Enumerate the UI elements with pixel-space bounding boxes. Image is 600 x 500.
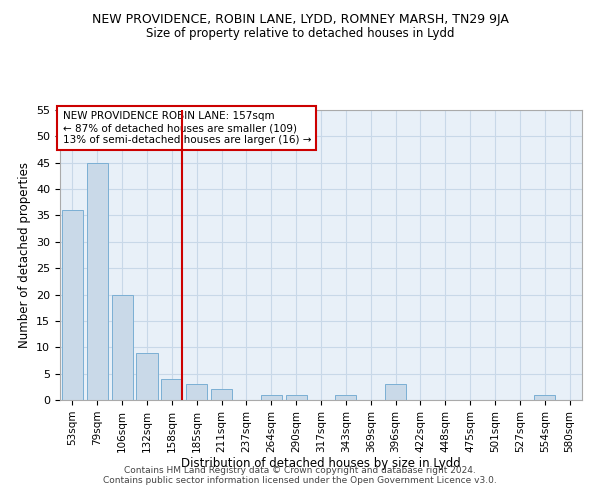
- Bar: [186, 384, 207, 400]
- X-axis label: Distribution of detached houses by size in Lydd: Distribution of detached houses by size …: [181, 458, 461, 470]
- Bar: [261, 394, 282, 400]
- Text: NEW PROVIDENCE, ROBIN LANE, LYDD, ROMNEY MARSH, TN29 9JA: NEW PROVIDENCE, ROBIN LANE, LYDD, ROMNEY…: [92, 12, 508, 26]
- Bar: [161, 379, 182, 400]
- Text: Size of property relative to detached houses in Lydd: Size of property relative to detached ho…: [146, 28, 454, 40]
- Bar: [112, 294, 133, 400]
- Bar: [335, 394, 356, 400]
- Text: NEW PROVIDENCE ROBIN LANE: 157sqm
← 87% of detached houses are smaller (109)
13%: NEW PROVIDENCE ROBIN LANE: 157sqm ← 87% …: [62, 112, 311, 144]
- Bar: [62, 210, 83, 400]
- Y-axis label: Number of detached properties: Number of detached properties: [17, 162, 31, 348]
- Bar: [87, 162, 108, 400]
- Bar: [286, 394, 307, 400]
- Bar: [211, 390, 232, 400]
- Text: Contains HM Land Registry data © Crown copyright and database right 2024.
Contai: Contains HM Land Registry data © Crown c…: [103, 466, 497, 485]
- Bar: [534, 394, 555, 400]
- Bar: [136, 352, 158, 400]
- Bar: [385, 384, 406, 400]
